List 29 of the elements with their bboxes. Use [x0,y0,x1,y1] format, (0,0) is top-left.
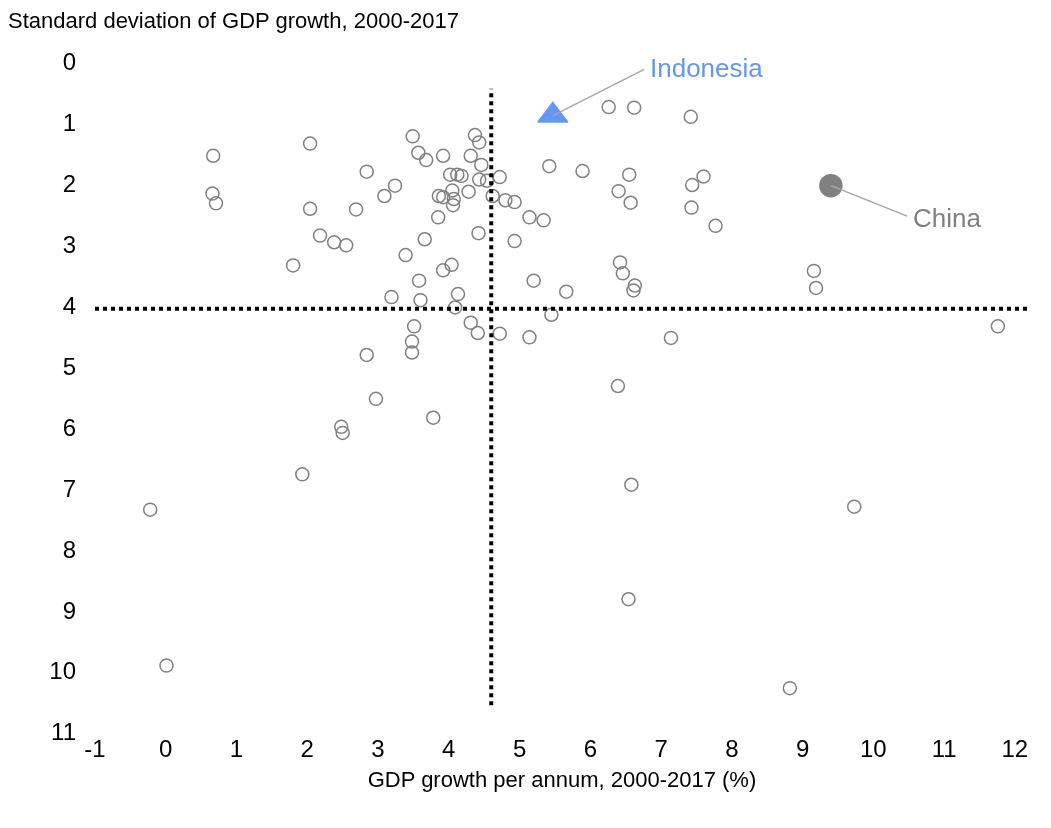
text: Indonesia [650,53,764,83]
y-tick-label: 0 [62,48,76,76]
x-tick-label: 4 [442,735,456,762]
x-tick-label: 2 [300,735,314,762]
x-tick-label: 3 [371,735,385,762]
x-tick-label: 9 [795,735,810,762]
y-tick-label: 8 [62,535,76,563]
x-tick-label: 6 [583,735,597,762]
y-tick-label: 9 [62,596,76,624]
y-tick-label: 4 [62,292,76,320]
x-tick-label: 11 [931,735,957,762]
x-tick-label: 7 [654,735,668,762]
x-tick-label: -1 [84,735,106,762]
x-tick-label: 8 [725,735,739,762]
y-tick-label: 2 [62,170,76,198]
x-axis-title: GDP growth per annum, 2000-2017 (%) [367,766,757,792]
y-tick-label: 7 [62,474,76,502]
x-tick-label: 12 [1001,735,1029,762]
text: China [913,203,982,233]
x-tick-label: 0 [159,735,173,762]
y-tick-label: 5 [62,352,76,380]
y-tick-label: 3 [62,231,76,259]
y-tick-label: 1 [62,109,76,137]
x-tick-label: 10 [859,735,887,762]
x-tick-label: 5 [512,735,527,762]
y-tick-label: 10 [49,657,76,685]
y-tick-label: 6 [62,413,76,441]
x-tick-label: 1 [229,735,244,762]
y-axis-title: Standard deviation of GDP growth, 2000-2017 [8,8,459,33]
